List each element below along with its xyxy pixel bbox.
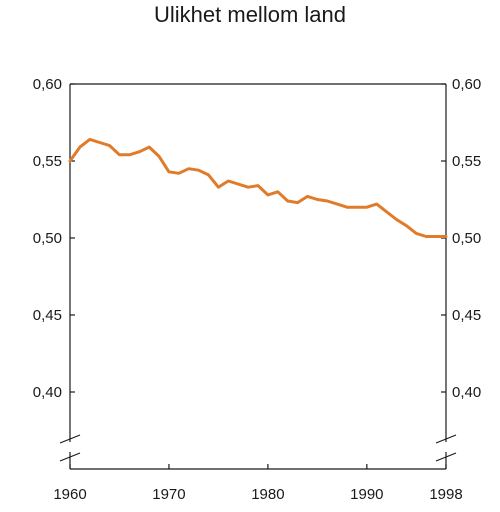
chart-title: Ulikhet mellom land	[154, 2, 346, 27]
x-tick-label: 1990	[350, 486, 383, 503]
series-line	[68, 137, 448, 238]
y-tick-label-left: 0,45	[33, 307, 62, 324]
x-tick-label: 1980	[251, 486, 284, 503]
series-layer	[68, 137, 448, 238]
y-tick-label-left: 0,55	[33, 153, 62, 170]
x-tick-label: 1998	[429, 486, 462, 503]
left-axis-break-mark	[59, 452, 81, 462]
y-tick-label-left: 0,60	[33, 76, 62, 93]
tick-labels: 0,40 0,40 0,45 0,45 0,50 0,50 0,55 0,55 0,60 0,60…	[33, 76, 481, 503]
right-axis-break-mark	[435, 452, 457, 462]
y-tick-label-right: 0,45	[452, 307, 481, 324]
right-axis-break-mark	[435, 434, 457, 444]
axes	[59, 83, 457, 470]
y-tick-label-right: 0,50	[452, 230, 481, 247]
left-axis-break-mark	[59, 434, 81, 444]
x-tick-label: 1960	[53, 486, 86, 503]
y-tick-label-right: 0,55	[452, 153, 481, 170]
y-tick-label-left: 0,40	[33, 384, 62, 401]
y-tick-label-right: 0,60	[452, 76, 481, 93]
y-tick-label-left: 0,50	[33, 230, 62, 247]
x-tick-label: 1970	[152, 486, 185, 503]
y-tick-label-right: 0,40	[452, 384, 481, 401]
